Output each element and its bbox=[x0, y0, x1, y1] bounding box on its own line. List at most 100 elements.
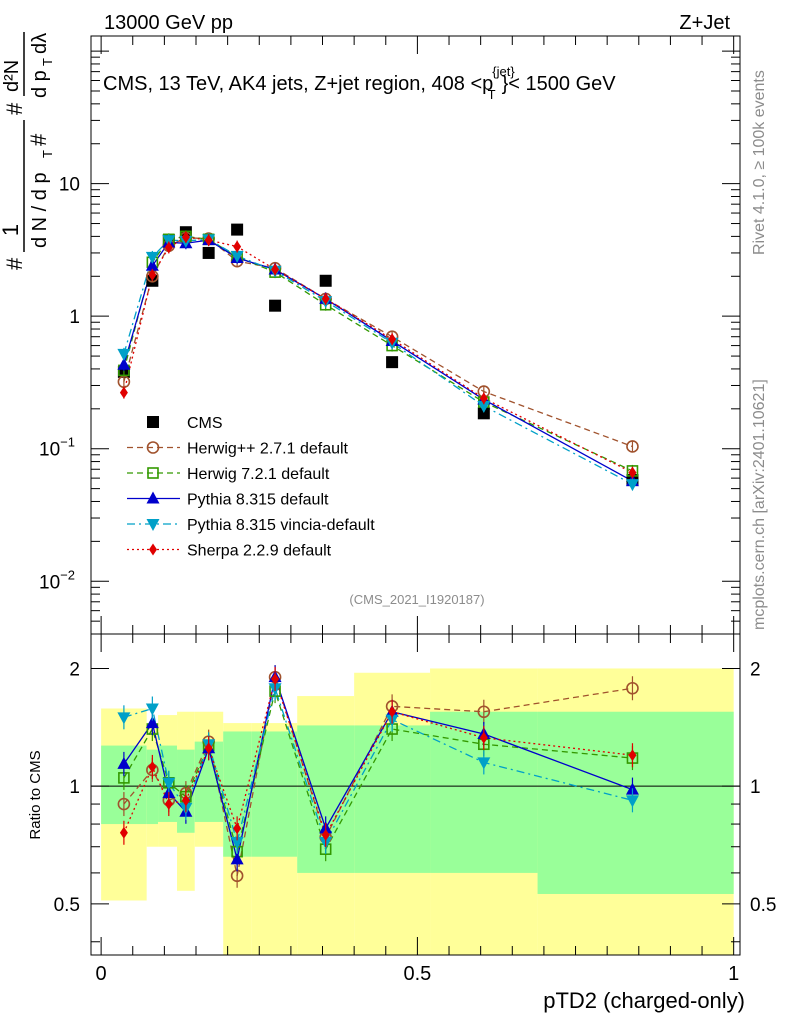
data-point bbox=[388, 333, 397, 346]
x-tick-label: 0 bbox=[96, 963, 107, 985]
ratio-band-green bbox=[251, 731, 298, 857]
main-y-axis-label: # 1 d N / d p T # # d²N d p T dλ bbox=[0, 32, 55, 270]
region-end: }< 1500 GeV bbox=[502, 73, 617, 95]
ylabel-d2n: d²N bbox=[1, 60, 23, 92]
legend-label: Pythia 8.315 vincia-default bbox=[187, 517, 375, 534]
ratio-point bbox=[204, 742, 213, 755]
energy-label: 13000 GeV pp bbox=[104, 12, 233, 34]
ylabel-dlambda: dλ bbox=[29, 33, 51, 54]
legend-marker bbox=[149, 543, 157, 556]
process-label: Z+Jet bbox=[679, 12, 730, 34]
data-point bbox=[625, 479, 639, 492]
ratio-point bbox=[477, 705, 491, 719]
x-axis-label: pTD2 (charged-only) bbox=[543, 988, 745, 1013]
series-line-2 bbox=[123, 235, 633, 472]
data-point bbox=[117, 357, 131, 370]
x-tick-label: 0.5 bbox=[403, 963, 431, 985]
main-y-tick-label: 10−1 bbox=[39, 435, 75, 461]
ratio-point bbox=[271, 672, 280, 685]
main-y-tick-label: 10 bbox=[59, 175, 80, 196]
ratio-band-green bbox=[146, 749, 159, 825]
ratio-point bbox=[628, 749, 637, 762]
region-sub: T bbox=[488, 87, 496, 102]
ratio-point bbox=[117, 756, 131, 769]
ratio-y-tick-label: 2 bbox=[69, 659, 80, 680]
data-point bbox=[164, 241, 173, 254]
ratio-point bbox=[321, 829, 330, 842]
ratio-point bbox=[145, 703, 159, 716]
data-point bbox=[386, 356, 399, 369]
ratio-point bbox=[164, 798, 173, 811]
ratio-point bbox=[148, 760, 157, 773]
ylabel-t: T bbox=[40, 150, 55, 158]
ratio-y-tick-label: 2 bbox=[750, 659, 761, 680]
data-point bbox=[626, 440, 639, 453]
data-point bbox=[148, 268, 157, 281]
data-point bbox=[181, 231, 190, 244]
legend-marker bbox=[146, 519, 160, 531]
data-point bbox=[319, 274, 332, 287]
ratio-point bbox=[230, 852, 244, 865]
ratio-point bbox=[233, 822, 242, 835]
ratio-series-markers bbox=[117, 665, 639, 888]
ylabel-hash-2: # bbox=[26, 133, 51, 146]
ratio-band-green bbox=[537, 711, 734, 894]
region-label: CMS, 13 TeV, AK4 jets, Z+jet region, 408… bbox=[103, 64, 616, 102]
ratio-point bbox=[626, 681, 639, 695]
ylabel-t2: T bbox=[40, 58, 55, 66]
ratio-point bbox=[230, 836, 244, 849]
data-point bbox=[162, 235, 176, 248]
legend-marker bbox=[147, 416, 159, 428]
ratio-uncertainty-bands bbox=[101, 668, 734, 955]
legend-label: Pythia 8.315 default bbox=[187, 492, 329, 509]
main-series-markers bbox=[117, 223, 639, 492]
data-point bbox=[145, 258, 159, 271]
legend-marker bbox=[146, 441, 160, 454]
rivet-version-label: Rivet 4.1.0, ≥ 100k events bbox=[751, 70, 768, 255]
ratio-point bbox=[145, 716, 159, 729]
ylabel-hash: # bbox=[2, 257, 27, 270]
ratio-point bbox=[479, 731, 488, 744]
main-y-tick-label: 10−2 bbox=[39, 567, 75, 593]
legend-marker bbox=[146, 491, 160, 504]
series-line-5 bbox=[123, 236, 633, 474]
data-point bbox=[230, 250, 244, 263]
ratio-line-3 bbox=[123, 685, 633, 845]
x-tick-label: 1 bbox=[728, 963, 739, 985]
legend-label: Herwig++ 2.7.1 default bbox=[187, 441, 349, 458]
legend-label: Herwig 7.2.1 default bbox=[187, 466, 330, 483]
axes: 10−2 10−1 1 10 0 0.5 1 0.5 0.5 1 1 2 2 bbox=[39, 35, 776, 985]
data-point bbox=[271, 263, 280, 276]
ratio-point bbox=[388, 705, 397, 718]
ylabel-one: 1 bbox=[0, 224, 23, 236]
ylabel-dn: d N / d p bbox=[29, 172, 51, 248]
ratio-point bbox=[162, 777, 176, 790]
region-text: CMS, 13 TeV, AK4 jets, Z+jet region, 408… bbox=[103, 73, 493, 95]
data-point bbox=[117, 348, 131, 361]
ratio-y-tick-label: 1 bbox=[69, 777, 80, 798]
legend-marker bbox=[147, 467, 159, 479]
data-point bbox=[477, 407, 490, 420]
ratio-y-axis-label: Ratio to CMS bbox=[27, 750, 44, 839]
ratio-y-tick-label: 1 bbox=[750, 777, 761, 798]
ratio-y-tick-label: 0.5 bbox=[54, 895, 80, 916]
region-sup: {jet} bbox=[492, 64, 515, 79]
data-point bbox=[145, 251, 159, 264]
ylabel-hash-3: # bbox=[2, 102, 27, 115]
ratio-band-green bbox=[354, 725, 431, 873]
data-point bbox=[233, 240, 242, 253]
data-point bbox=[479, 392, 488, 405]
mcplots-label: mcplots.cern.ch [arXiv:2401.10621] bbox=[751, 379, 768, 630]
ratio-point bbox=[119, 826, 128, 839]
data-point bbox=[269, 299, 282, 312]
ratio-point bbox=[117, 712, 131, 725]
legend-label: CMS bbox=[187, 415, 223, 432]
ratio-point bbox=[181, 794, 190, 807]
ratio-point bbox=[625, 795, 639, 808]
data-point bbox=[119, 386, 128, 399]
ratio-frame bbox=[90, 633, 741, 956]
data-point bbox=[202, 246, 215, 259]
data-point bbox=[477, 401, 491, 414]
ratio-point bbox=[477, 757, 491, 770]
